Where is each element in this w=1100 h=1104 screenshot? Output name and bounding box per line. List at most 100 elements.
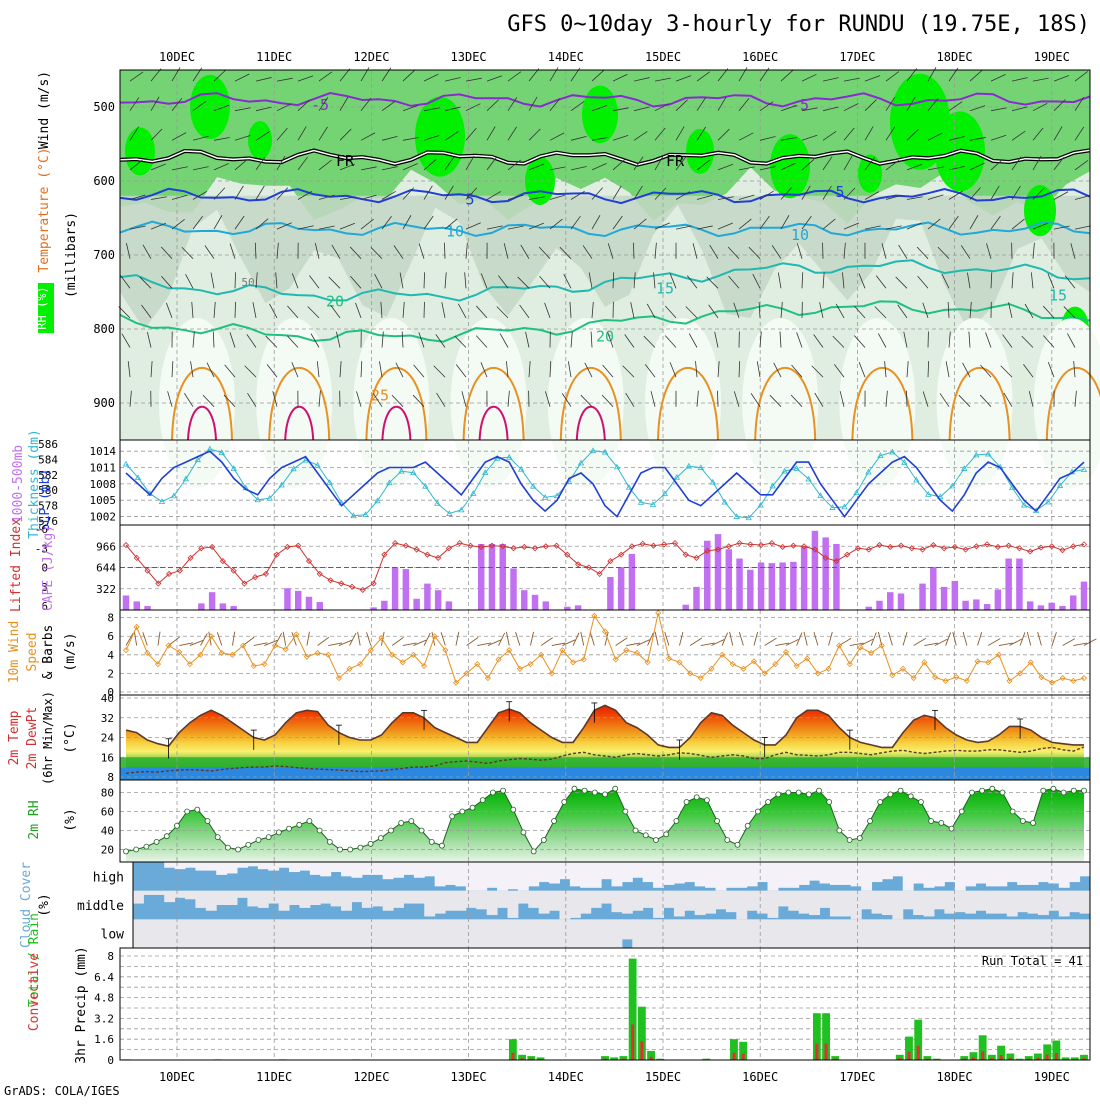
surface-wind-barb	[988, 639, 1000, 646]
cloud-clear-cell	[237, 862, 248, 868]
rh-marker	[929, 819, 934, 824]
rh-marker	[1020, 819, 1025, 824]
cape-bar	[1059, 606, 1065, 610]
cape-bar	[446, 601, 452, 610]
cloud-clear-cell	[133, 891, 144, 904]
surface-wind-barb	[573, 633, 579, 646]
rh-marker	[643, 833, 648, 838]
cloud-clear-cell	[996, 862, 1007, 886]
rh-marker	[1082, 788, 1087, 793]
cloud-clear-cell	[206, 891, 217, 911]
cloud-clear-cell	[310, 919, 321, 948]
cloud-clear-cell	[1080, 891, 1091, 914]
cloud-clear-cell	[414, 862, 425, 878]
cloud-clear-cell	[1017, 919, 1028, 948]
cloud-clear-cell	[601, 919, 612, 948]
cloud-clear-cell	[664, 891, 675, 908]
rh-marker	[592, 790, 597, 795]
cloud-clear-cell	[518, 891, 529, 904]
cloud-clear-cell	[934, 891, 945, 910]
cloud-clear-cell	[580, 919, 591, 948]
surface-wind-barb	[754, 632, 758, 646]
cloud-clear-cell	[799, 891, 810, 914]
rh-tick-label: 80	[101, 787, 114, 800]
cape-bar	[403, 569, 409, 610]
rh-marker	[246, 842, 251, 847]
cloud-clear-cell	[1059, 891, 1070, 917]
top-day-label: 11DEC	[256, 50, 292, 64]
slp-tick-label: 1002	[90, 511, 117, 524]
cloud-clear-cell	[424, 862, 435, 876]
cloud-clear-cell	[872, 919, 883, 948]
cloud-clear-cell	[393, 919, 404, 948]
wind-axis-label: Wind (m/s)	[37, 71, 52, 149]
surface-wind-barb	[963, 632, 967, 645]
cape-bar	[726, 549, 732, 610]
bottom-day-label: 10DEC	[159, 1070, 195, 1084]
rh-marker	[949, 826, 954, 831]
rh-marker	[541, 838, 546, 843]
cloud-clear-cell	[996, 891, 1007, 914]
rh-axis-label: 2m RH	[27, 800, 42, 839]
rh-marker	[287, 826, 292, 831]
cloud-clear-cell	[549, 862, 560, 884]
cloud-clear-cell	[383, 919, 394, 948]
cloud-clear-cell	[913, 891, 924, 915]
bottom-day-label: 11DEC	[256, 1070, 292, 1084]
surface-wind-barb	[680, 632, 683, 646]
precip-axis-label: 3hr Precip (mm)	[74, 946, 89, 1063]
cloud-clear-cell	[258, 891, 269, 908]
cloud-clear-cell	[372, 891, 383, 907]
temp-axis-label-4: (°C)	[63, 722, 78, 753]
wind-axis-label-3: & Barbs	[41, 625, 56, 680]
cape-bar	[736, 559, 742, 610]
surface-wind-barb	[765, 638, 777, 645]
cloud-clear-cell	[487, 919, 498, 948]
cloud-clear-cell	[466, 891, 477, 908]
cloud-clear-cell	[705, 862, 716, 888]
slp-tick-label: 1005	[90, 494, 117, 507]
cape-bar	[769, 563, 775, 610]
cloud-clear-cell	[435, 862, 446, 886]
cloud-clear-cell	[580, 891, 591, 914]
rh-marker	[1041, 788, 1046, 793]
precip-tick-label: 1.6	[94, 1033, 114, 1046]
cloud-clear-cell	[653, 891, 664, 918]
cloud-clear-cell	[435, 891, 446, 914]
cloud-clear-cell	[331, 862, 342, 872]
cloud-clear-cell	[861, 919, 872, 948]
cloud-clear-cell	[320, 919, 331, 948]
rh-marker	[613, 786, 618, 791]
cape-bar	[392, 567, 398, 610]
cloud-clear-cell	[643, 891, 654, 908]
temp-tick-label: 16	[101, 751, 114, 764]
cloud-clear-cell	[892, 919, 903, 948]
cloud-clear-cell	[310, 891, 321, 905]
temp-tick-label: 24	[101, 732, 115, 745]
rh-marker	[388, 828, 393, 833]
cloud-clear-cell	[289, 891, 300, 905]
cloud-clear-cell	[497, 891, 508, 908]
cloud-clear-cell	[820, 862, 831, 884]
cloud-clear-cell	[1048, 862, 1059, 884]
cape-bar	[1016, 559, 1022, 610]
precip-convective-bar	[981, 1051, 984, 1060]
surface-wind-barb	[392, 637, 403, 645]
cloud-clear-cell	[570, 862, 581, 886]
temp-axis-label-3: (6hr Min/Max)	[41, 691, 55, 785]
cloud-clear-cell	[1069, 862, 1080, 882]
precip-convective-bar	[742, 1054, 745, 1060]
lifted-index-axis-label: Lifted Index	[9, 518, 24, 612]
precip-convective-bar	[732, 1053, 735, 1060]
cloud-clear-cell	[351, 862, 362, 878]
cloud-clear-cell	[414, 919, 425, 948]
cape-bar	[919, 584, 925, 610]
precip-convective-bar	[907, 1052, 910, 1060]
rh-marker	[368, 841, 373, 846]
rh-saturated-patch	[125, 127, 155, 175]
cape-bar	[984, 604, 990, 610]
cape-bar	[381, 601, 387, 610]
cloud-clear-cell	[851, 891, 862, 920]
rh-marker	[1031, 820, 1036, 825]
